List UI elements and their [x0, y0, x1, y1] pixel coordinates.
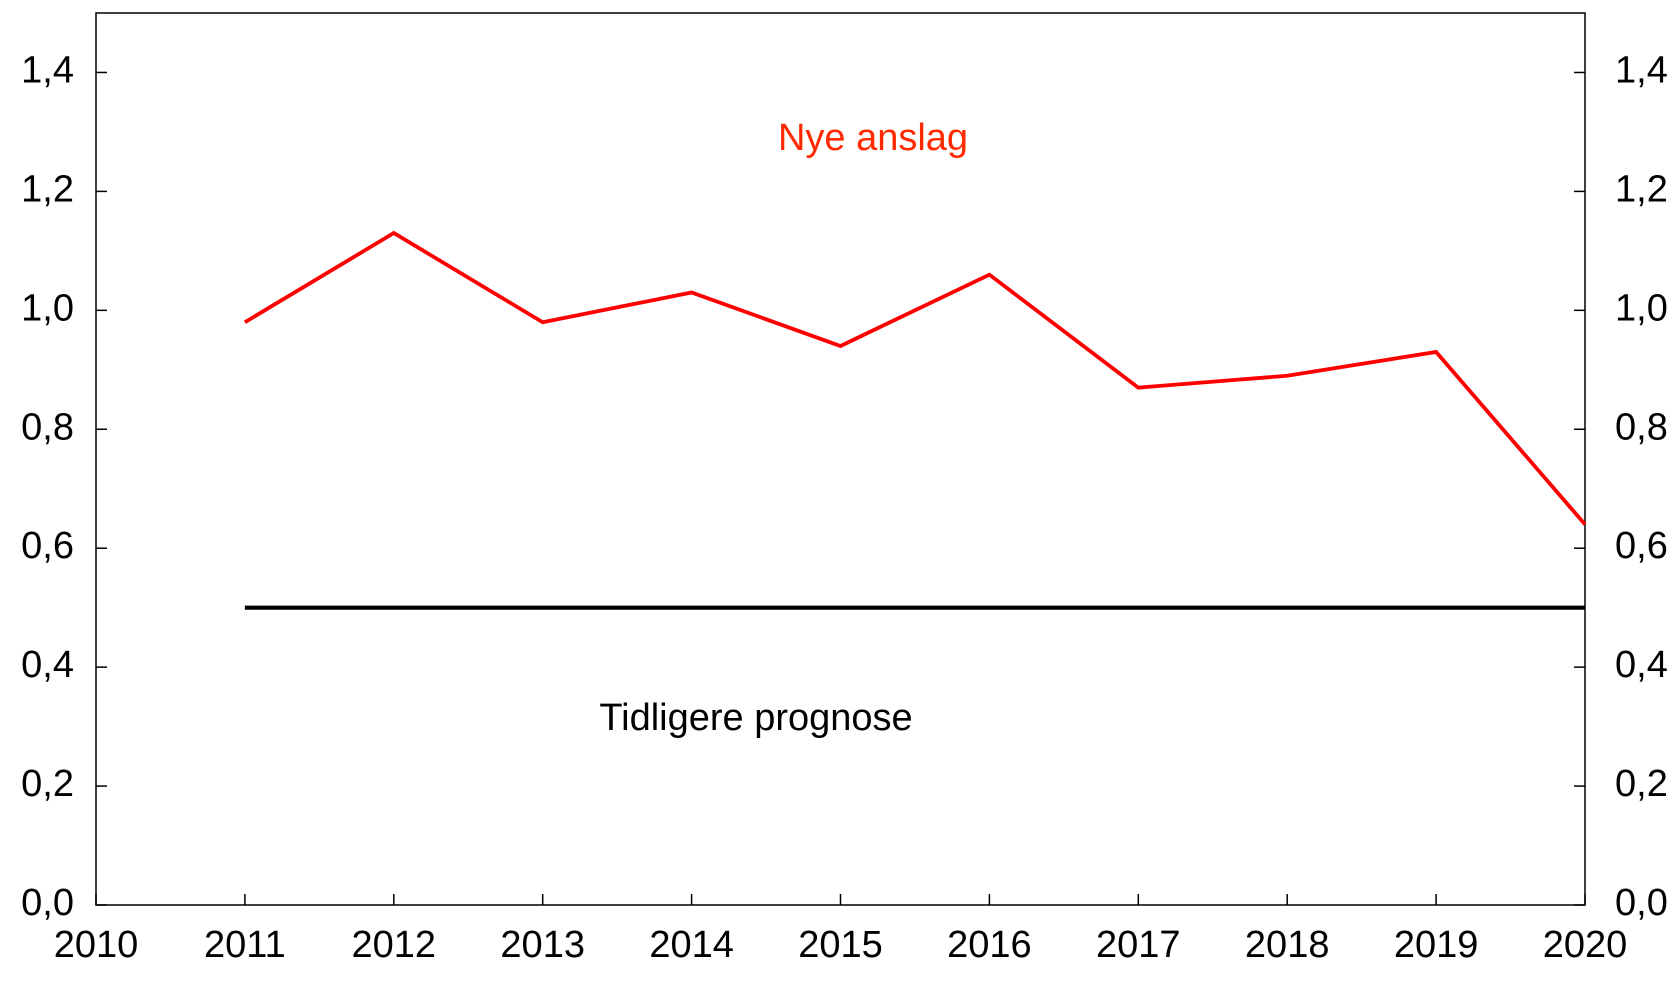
x-tick-label: 2015 [798, 924, 883, 966]
x-tick-label: 2012 [352, 924, 437, 966]
series-line [243, 230, 1587, 526]
y2-tick-label: 0,0 [1615, 882, 1668, 924]
y2-tick-label: 1,0 [1615, 287, 1668, 329]
y2-tick-label: 0,4 [1615, 644, 1668, 686]
y-tick-label: 0,6 [21, 525, 74, 567]
y-tick-label: 1,2 [21, 168, 74, 210]
y2-tick-label: 0,2 [1615, 763, 1668, 805]
series-annotation: Tidligere prognose [599, 697, 912, 739]
x-tick-label: 2014 [649, 924, 734, 966]
y-tick-label: 0,8 [21, 406, 74, 448]
y-tick-label: 1,0 [21, 287, 74, 329]
x-tick-label: 2017 [1096, 924, 1181, 966]
y2-tick-label: 0,8 [1615, 406, 1668, 448]
y-tick-label: 0,2 [21, 763, 74, 805]
y-tick-label: 0,4 [21, 644, 74, 686]
series-annotation: Nye anslag [778, 117, 968, 159]
x-tick-label: 2011 [204, 924, 286, 966]
x-tick-label: 2018 [1245, 924, 1330, 966]
y2-tick-label: 0,6 [1615, 525, 1668, 567]
y2-tick-label: 1,4 [1615, 49, 1668, 91]
x-tick-label: 2019 [1394, 924, 1479, 966]
x-tick-label: 2016 [947, 924, 1032, 966]
x-tick-label: 2013 [500, 924, 585, 966]
y2-tick-label: 1,2 [1615, 168, 1668, 210]
x-tick-label: 2020 [1543, 924, 1628, 966]
x-tick-label: 2010 [54, 924, 139, 966]
y-tick-label: 1,4 [21, 49, 74, 91]
y-tick-label: 0,0 [21, 882, 74, 924]
